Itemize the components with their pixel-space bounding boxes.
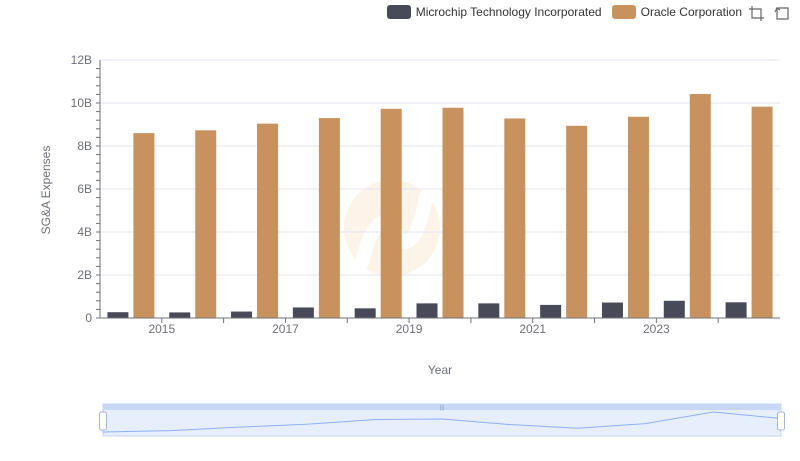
legend-label-oracle: Oracle Corporation bbox=[640, 5, 742, 19]
x-tick-label: 2023 bbox=[643, 322, 670, 336]
legend-label-microchip: Microchip Technology Incorporated bbox=[415, 5, 602, 19]
bar-oracle bbox=[133, 133, 155, 318]
bar-oracle bbox=[195, 130, 217, 318]
slider-grip-icon: ||| bbox=[440, 405, 445, 411]
bar-microchip bbox=[540, 304, 562, 318]
bar-microchip bbox=[478, 303, 500, 318]
zoom-icon[interactable] bbox=[748, 5, 765, 22]
bar-microchip bbox=[663, 300, 685, 318]
legend-item-oracle[interactable]: Oracle Corporation bbox=[611, 5, 742, 19]
bar-oracle bbox=[751, 106, 773, 318]
bar-microchip bbox=[354, 308, 376, 318]
y-tick-label: 8B bbox=[77, 139, 92, 153]
bars bbox=[107, 93, 773, 319]
x-tick-label: 2017 bbox=[272, 322, 299, 336]
slider-handle-right[interactable] bbox=[777, 411, 785, 431]
y-tick-label: 0 bbox=[85, 311, 92, 325]
legend-swatch-microchip bbox=[386, 5, 411, 19]
y-tick-label: 4B bbox=[77, 225, 92, 239]
x-axis-title: Year bbox=[428, 363, 452, 377]
x-tick-label: 2021 bbox=[519, 322, 546, 336]
bar-oracle bbox=[380, 108, 402, 319]
y-tick-label: 10B bbox=[71, 96, 92, 110]
x-tick-label: 2015 bbox=[148, 322, 175, 336]
slider-series-line bbox=[102, 411, 782, 433]
toolbox bbox=[748, 5, 791, 22]
y-tick-label: 2B bbox=[77, 268, 92, 282]
bar-oracle bbox=[566, 125, 588, 318]
data-zoom-slider[interactable]: ||| bbox=[99, 403, 785, 437]
bar-oracle bbox=[627, 116, 649, 318]
bar-microchip bbox=[725, 302, 747, 318]
bar-oracle bbox=[689, 93, 711, 318]
bar-microchip bbox=[107, 312, 129, 318]
legend-swatch-oracle bbox=[611, 5, 636, 19]
bar-oracle bbox=[257, 123, 279, 318]
bar-microchip bbox=[601, 302, 623, 318]
legend-item-microchip[interactable]: Microchip Technology Incorporated bbox=[386, 5, 602, 19]
bar-microchip bbox=[231, 311, 253, 318]
tick-labels: 0 2B 4B 6B 8B 10B 12B 2015 2017 2019 2021 2023 bbox=[71, 53, 670, 336]
bar-microchip bbox=[169, 312, 191, 318]
slider-handle-left[interactable] bbox=[99, 411, 107, 431]
x-tick-label: 2019 bbox=[396, 322, 423, 336]
bar-microchip bbox=[416, 303, 438, 318]
bar-oracle bbox=[504, 118, 526, 318]
slider-top-bar bbox=[103, 404, 781, 410]
y-tick-label: 6B bbox=[77, 182, 92, 196]
legend: Microchip Technology Incorporated Oracle… bbox=[386, 3, 742, 21]
bar-microchip bbox=[292, 307, 314, 318]
bar-oracle bbox=[318, 118, 340, 318]
restore-icon[interactable] bbox=[774, 5, 791, 22]
axes bbox=[96, 60, 780, 323]
y-tick-label: 12B bbox=[71, 53, 92, 67]
bar-oracle bbox=[442, 107, 464, 318]
y-axis-title: SG&A Expenses bbox=[39, 146, 53, 235]
